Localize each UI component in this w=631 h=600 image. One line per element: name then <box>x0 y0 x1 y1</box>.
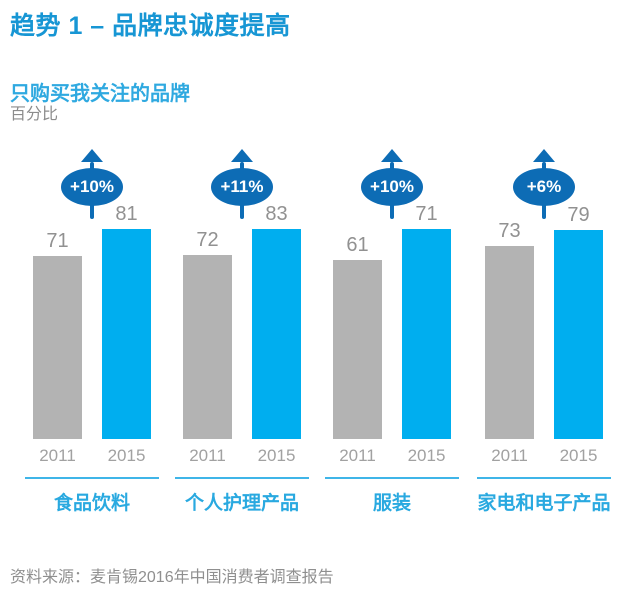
category-label: 个人护理产品 <box>184 493 299 514</box>
year-label-2011: 2011 <box>339 446 376 465</box>
bar-column-2015: 83 <box>252 202 301 439</box>
bar-value-label: 79 <box>567 204 590 226</box>
category-label: 服装 <box>372 493 411 514</box>
increase-badge: +11% <box>211 168 273 206</box>
bar-column-2011: 73 <box>485 219 534 439</box>
unit-label: 百分比 <box>10 106 59 123</box>
year-label-2011: 2011 <box>39 446 76 465</box>
bar-column-2011: 61 <box>333 233 382 439</box>
category-label: 食品饮料 <box>53 493 130 514</box>
bar-value-label: 61 <box>346 234 369 256</box>
category-divider <box>325 477 459 479</box>
bar-value-label: 71 <box>415 203 438 225</box>
chart-group-apparel: +10% 61 71 2011 2015 服装 <box>322 0 462 600</box>
bar-2015 <box>554 230 603 439</box>
bar-value-label: 81 <box>115 203 138 225</box>
bar-2011 <box>333 260 382 439</box>
bar-2011 <box>33 256 82 439</box>
bar-column-2015: 71 <box>402 202 451 439</box>
category-divider <box>175 477 309 479</box>
chart-group-food-beverage: +10% 71 81 2011 2015 食品饮料 <box>22 0 162 600</box>
bar-2015 <box>102 229 151 439</box>
chart-group-personal-care: +11% 72 83 2011 2015 个人护理产品 <box>172 0 312 600</box>
category-label: 家电和电子产品 <box>477 493 611 514</box>
arrow-head-icon <box>381 149 403 162</box>
year-label-2015: 2015 <box>107 446 146 465</box>
bar-column-2011: 71 <box>33 229 82 439</box>
chart-subtitle: 只购买我关注的品牌 <box>10 83 190 105</box>
year-label-2015: 2015 <box>407 446 446 465</box>
year-label-2015: 2015 <box>257 446 296 465</box>
bar-2015 <box>252 229 301 439</box>
bar-column-2011: 72 <box>183 228 232 439</box>
arrow-head-icon <box>81 149 103 162</box>
increase-badge: +10% <box>61 168 123 206</box>
bar-column-2015: 81 <box>102 202 151 439</box>
category-divider <box>25 477 159 479</box>
source-note: 资料来源：麦肯锡2016年中国消费者调查报告 <box>10 569 334 586</box>
year-label-2011: 2011 <box>189 446 226 465</box>
bar-2011 <box>183 255 232 439</box>
bar-value-label: 71 <box>46 230 69 252</box>
bar-value-label: 72 <box>196 229 219 251</box>
increase-badge: +10% <box>361 168 423 206</box>
bar-2015 <box>402 229 451 439</box>
bar-value-label: 83 <box>265 203 288 225</box>
chart-group-appliances-electronics: +6% 73 79 2011 2015 家电和电子产品 <box>474 0 614 600</box>
page-title: 趋势 1 – 品牌忠诚度提高 <box>10 12 291 40</box>
arrow-head-icon <box>533 149 555 162</box>
year-label-2015: 2015 <box>559 446 598 465</box>
arrow-head-icon <box>231 149 253 162</box>
bar-2011 <box>485 246 534 439</box>
year-label-2011: 2011 <box>491 446 528 465</box>
increase-badge: +6% <box>513 168 575 206</box>
category-divider <box>477 477 611 479</box>
bar-column-2015: 79 <box>554 203 603 439</box>
bar-value-label: 73 <box>498 220 521 242</box>
